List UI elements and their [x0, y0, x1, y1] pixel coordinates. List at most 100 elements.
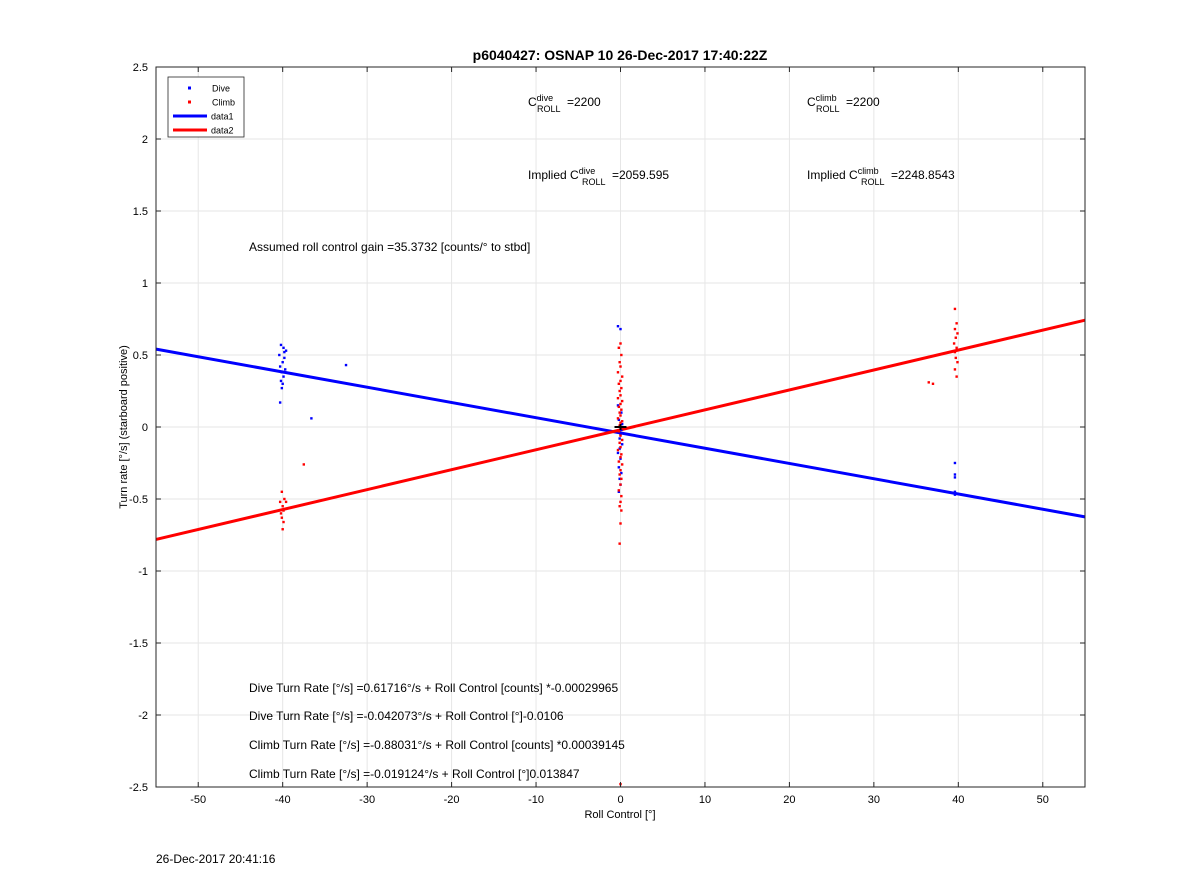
- data-point-climb: [955, 322, 958, 325]
- x-tick-label: 10: [699, 794, 711, 806]
- legend-marker: [188, 86, 191, 90]
- data-point-climb: [956, 332, 959, 335]
- c-climb-annotation: Cclimb ROLL =2200: [807, 93, 880, 114]
- x-tick-label: 50: [1037, 794, 1049, 806]
- data-point-climb: [281, 528, 284, 531]
- data-point-dive: [280, 371, 284, 374]
- implied-dive-annotation: Implied Cdive ROLL =2059.595: [528, 166, 669, 187]
- chart-title: p6040427: OSNAP 10 26-Dec-2017 17:40:22Z: [473, 47, 768, 63]
- data-point-climb: [620, 408, 623, 411]
- data-point-dive: [620, 471, 623, 475]
- gain-annotation: Assumed roll control gain =35.3732 [coun…: [249, 240, 530, 254]
- implied-dive-value: =2059.595: [612, 168, 669, 182]
- data-point-climb: [931, 382, 935, 385]
- x-tick-label: -50: [190, 794, 206, 806]
- center-marker: [614, 424, 627, 430]
- data-point-dive: [617, 490, 621, 493]
- c-dive-sub: ROLL: [537, 104, 561, 114]
- legend-box: [167, 76, 245, 138]
- data-points: [278, 307, 959, 786]
- data-point-climb: [616, 448, 620, 452]
- data-point-climb: [955, 346, 958, 349]
- y-tick-label: 0: [142, 422, 148, 434]
- data-point-climb: [617, 346, 621, 349]
- data-point-climb: [619, 414, 622, 417]
- implied-climb-prefix: Implied C: [807, 168, 858, 182]
- data-point-dive: [953, 461, 957, 465]
- implied-dive-prefix: Implied C: [528, 168, 579, 182]
- implied-dive-sub: ROLL: [582, 177, 606, 187]
- data-point-climb: [282, 520, 285, 524]
- data-point-dive: [278, 365, 282, 368]
- data-point-climb: [620, 509, 623, 512]
- data-point-climb: [281, 505, 284, 508]
- data-point-dive: [284, 368, 287, 371]
- data-point-climb: [620, 375, 624, 378]
- c-climb-sub: ROLL: [816, 104, 840, 114]
- x-tick-label: 30: [868, 794, 880, 806]
- data-point-dive: [617, 418, 621, 421]
- data-point-climb: [619, 522, 622, 525]
- data-point-dive: [279, 343, 283, 347]
- data-point-climb: [620, 399, 624, 403]
- data-point-dive: [953, 473, 957, 476]
- data-point-dive: [620, 411, 623, 414]
- y-tick-label: 2.5: [133, 62, 148, 74]
- data-point-climb: [617, 430, 621, 433]
- data-point-dive: [618, 477, 621, 481]
- data-point-climb: [620, 453, 623, 456]
- data-point-climb: [616, 397, 620, 400]
- implied-climb-annotation: Implied Cclimb ROLL =2248.8543: [807, 166, 955, 187]
- x-axis-label: Roll Control [°]: [584, 809, 655, 821]
- y-tick-label: -1.5: [129, 638, 148, 650]
- data-point-climb: [619, 394, 622, 397]
- data-point-dive: [282, 375, 285, 378]
- data-point-climb: [278, 500, 282, 504]
- data-point-climb: [618, 473, 621, 476]
- data-point-dive: [953, 493, 957, 496]
- data-point-dive: [618, 447, 621, 450]
- data-point-dive: [283, 350, 286, 354]
- data-point-climb: [280, 490, 284, 493]
- legend-label: data2: [211, 126, 234, 136]
- data-point-climb: [619, 483, 622, 486]
- data-point-dive: [616, 451, 620, 455]
- dive-equation-degrees: Dive Turn Rate [°/s] =-0.042073°/s + Rol…: [249, 709, 564, 723]
- c-dive-prefix: C: [528, 95, 537, 109]
- data-point-climb: [953, 307, 957, 311]
- data-point-climb: [620, 420, 624, 423]
- data-point-climb: [619, 402, 622, 406]
- y-tick-label: 1.5: [133, 206, 148, 218]
- data-point-dive: [344, 363, 348, 367]
- data-point-climb: [954, 356, 957, 360]
- data-point-dive: [284, 349, 288, 352]
- data-point-climb: [620, 463, 624, 466]
- data-point-climb: [620, 353, 623, 357]
- data-point-climb: [618, 411, 621, 414]
- legend-marker: [188, 100, 191, 104]
- data-point-climb: [619, 500, 622, 504]
- c-climb-prefix: C: [807, 95, 816, 109]
- data-point-climb: [283, 497, 286, 501]
- data-point-climb: [279, 512, 283, 515]
- data-point-climb: [953, 350, 957, 354]
- legend-label: Dive: [212, 84, 230, 94]
- data-point-climb: [953, 368, 957, 371]
- data-point-climb: [954, 336, 957, 339]
- implied-dive-sup: dive: [579, 166, 596, 176]
- data-point-climb: [619, 469, 622, 472]
- data-point-climb: [617, 489, 621, 492]
- x-tick-label: -30: [359, 794, 375, 806]
- c-climb-sup: climb: [816, 93, 837, 103]
- data-point-dive: [620, 422, 624, 426]
- data-point-climb: [617, 382, 621, 385]
- data-point-dive: [310, 417, 313, 420]
- x-tick-label: 40: [952, 794, 964, 806]
- data-point-dive: [282, 346, 285, 349]
- implied-climb-value: =2248.8543: [891, 168, 955, 182]
- data-point-dive: [618, 437, 621, 440]
- data-point-dive: [281, 382, 284, 385]
- data-point-climb: [952, 342, 956, 345]
- data-point-dive: [283, 356, 286, 360]
